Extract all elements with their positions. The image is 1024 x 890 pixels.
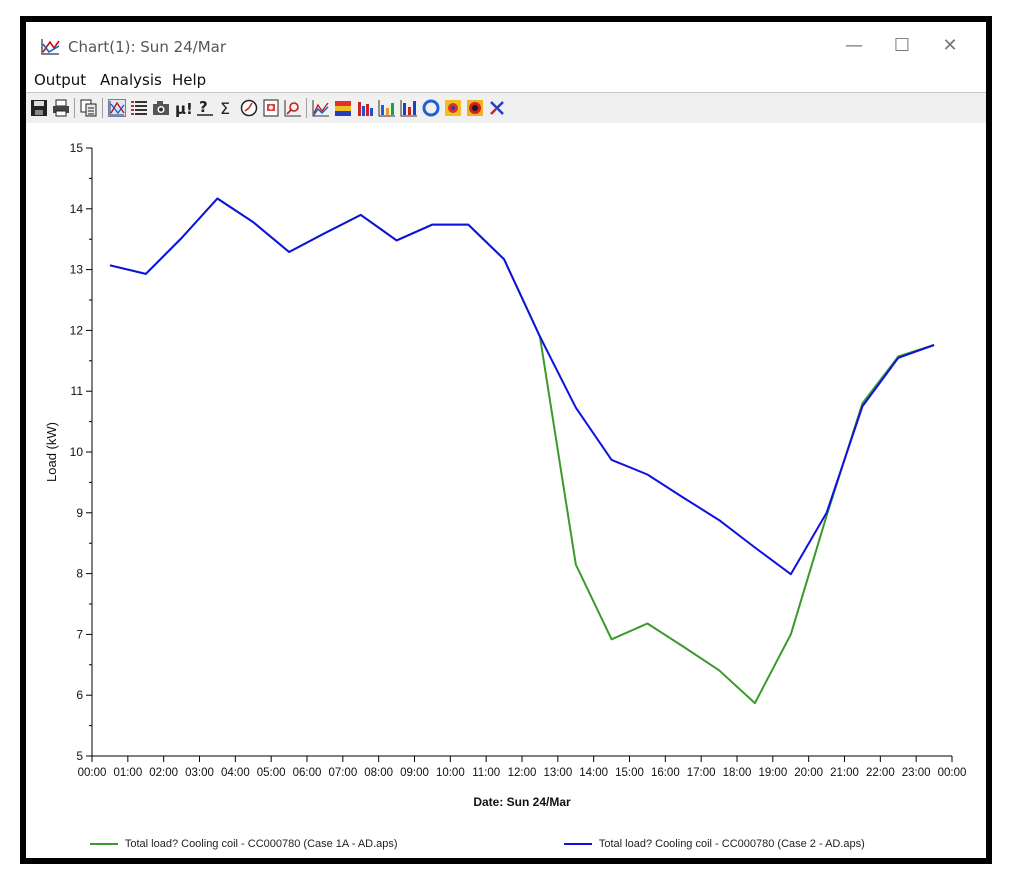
y-tick-label: 13: [70, 263, 84, 277]
y-tick-label: 15: [70, 141, 84, 155]
legend-line-green: [90, 843, 118, 846]
x-tick-label: 15:00: [615, 767, 644, 779]
ring-icon[interactable]: [422, 99, 440, 117]
chart-window: Chart(1): Sun 24/Mar — ☐ ✕ Output Analys…: [20, 16, 992, 864]
x-tick-label: 05:00: [257, 767, 286, 779]
column-chart-icon[interactable]: [400, 99, 418, 117]
x-tick-label: 18:00: [723, 767, 752, 779]
legend-line-blue: [564, 843, 592, 846]
zoom-chart-icon[interactable]: [284, 99, 302, 117]
svg-text:?: ?: [199, 99, 208, 116]
x-tick-label: 11:00: [472, 767, 500, 779]
x-tick-label: 02:00: [149, 767, 178, 779]
band-chart-icon[interactable]: [334, 99, 352, 117]
y-axis-title: Load (kW): [44, 422, 59, 482]
y-tick-label: 11: [71, 384, 84, 398]
x-tick-label: 14:00: [579, 767, 608, 779]
copy-icon[interactable]: [80, 99, 98, 117]
menu-output[interactable]: Output: [34, 71, 87, 89]
x-tick-label: 00:00: [78, 767, 107, 779]
x-tick-label: 00:00: [938, 767, 967, 779]
svg-text:Σ: Σ: [220, 99, 230, 117]
mu-icon[interactable]: μ!: [174, 99, 192, 117]
bar-chart-icon[interactable]: [356, 99, 374, 117]
title-bar: Chart(1): Sun 24/Mar — ☐ ✕: [26, 22, 986, 66]
x-tick-label: 21:00: [830, 767, 859, 779]
series-line-1: [109, 197, 935, 576]
line-chart: 5 6 7 8 9 10 11 12 13 14 15 00:00 01:00 02:00 03:00 04:…: [44, 141, 967, 809]
menu-bar: Output Analysis Help: [26, 66, 986, 92]
x-tick-label: 12:00: [508, 767, 537, 779]
legend-label-case-2: Total load? Cooling coil - CC000780 (Cas…: [598, 838, 865, 850]
x-tick-label: 17:00: [687, 767, 716, 779]
maximize-button[interactable]: ☐: [893, 35, 911, 56]
clock-icon[interactable]: [240, 99, 258, 117]
x-tick-label: 23:00: [902, 767, 931, 779]
heatmap-icon[interactable]: [444, 99, 462, 117]
legend-item-case-1a: Total load? Cooling coil - CC000780 (Cas…: [90, 838, 398, 850]
chart-app-icon: [41, 39, 60, 55]
y-tick-label: 7: [76, 627, 83, 641]
x-tick-label: 01:00: [113, 767, 142, 779]
window-title: Chart(1): Sun 24/Mar: [68, 38, 227, 56]
x-tick-label: 03:00: [185, 767, 214, 779]
area-chart-icon[interactable]: [312, 99, 330, 117]
minimize-button[interactable]: —: [845, 35, 863, 56]
toolbar: μ! ? Σ: [26, 92, 986, 124]
y-tick-label: 9: [76, 506, 83, 520]
menu-help[interactable]: Help: [172, 71, 207, 89]
chart-area: 5 6 7 8 9 10 11 12 13 14 15 00:00 01:00 02:00 03:00 04:…: [26, 123, 986, 858]
stacked-bar-icon[interactable]: [378, 99, 396, 117]
x-tick-label: 13:00: [543, 767, 572, 779]
close-button[interactable]: ✕: [942, 35, 958, 56]
x-tick-label: 16:00: [651, 767, 680, 779]
x-tick-label: 04:00: [221, 767, 250, 779]
question-icon[interactable]: ?: [196, 99, 214, 117]
save-icon[interactable]: [30, 99, 48, 117]
x-tick-label: 07:00: [328, 767, 357, 779]
menu-analysis[interactable]: Analysis: [100, 71, 162, 89]
series-line-0: [109, 197, 935, 705]
x-tick-label: 22:00: [866, 767, 895, 779]
print-icon[interactable]: [52, 99, 70, 117]
list-icon[interactable]: [130, 99, 148, 117]
svg-text:μ!: μ!: [175, 100, 192, 117]
report-icon[interactable]: [262, 99, 280, 117]
y-tick-label: 12: [70, 323, 84, 337]
y-tick-label: 6: [76, 688, 83, 702]
legend-label-case-1a: Total load? Cooling coil - CC000780 (Cas…: [124, 838, 398, 850]
y-tick-label: 10: [70, 445, 84, 459]
line-chart-icon[interactable]: [108, 99, 126, 117]
x-tick-label: 08:00: [364, 767, 393, 779]
settings-icon[interactable]: [488, 99, 506, 117]
contour-icon[interactable]: [466, 99, 484, 117]
x-tick-label: 06:00: [293, 767, 322, 779]
x-axis-title: Date: Sun 24/Mar: [473, 795, 571, 809]
x-tick-label: 10:00: [436, 767, 465, 779]
x-tick-label: 20:00: [794, 767, 823, 779]
camera-icon[interactable]: [152, 99, 170, 117]
sigma-icon[interactable]: Σ: [218, 99, 236, 117]
y-tick-label: 14: [70, 202, 84, 216]
y-tick-label: 5: [76, 749, 83, 763]
legend-item-case-2: Total load? Cooling coil - CC000780 (Cas…: [564, 838, 865, 850]
x-tick-label: 19:00: [758, 767, 787, 779]
y-tick-label: 8: [76, 567, 83, 581]
x-tick-label: 09:00: [400, 767, 429, 779]
